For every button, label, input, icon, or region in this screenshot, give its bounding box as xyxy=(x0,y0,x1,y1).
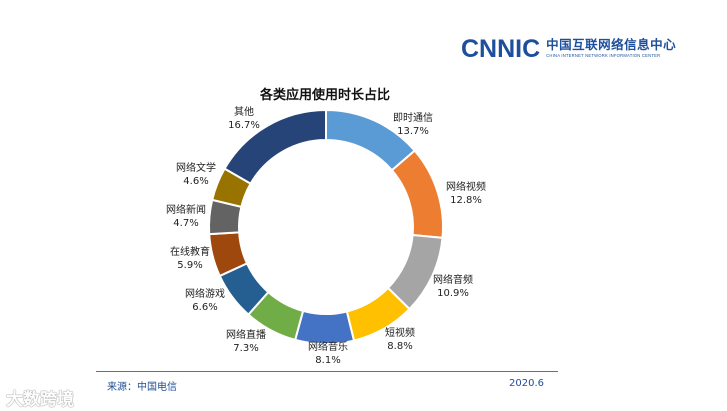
slice-label-10: 网络文学 xyxy=(176,161,216,174)
slice-value-7: 6.6% xyxy=(192,302,217,313)
slice-label-6: 网络直播 xyxy=(226,328,266,341)
logo-name-cn: 中国互联网络信息中心 xyxy=(546,37,677,52)
cnnic-logo: CNNIC 中国互联网络信息中心 CHINA INTERNET NETWORK … xyxy=(461,36,676,62)
slice-value-5: 8.1% xyxy=(315,355,340,366)
watermark: 大数跨境 xyxy=(6,390,74,410)
slice-value-6: 7.3% xyxy=(233,343,258,354)
slice-value-2: 12.8% xyxy=(450,195,482,206)
slice-2 xyxy=(390,149,444,239)
slice-label-2: 网络视频 xyxy=(446,180,486,193)
slice-label-5: 网络音乐 xyxy=(308,340,348,353)
slice-value-9: 4.7% xyxy=(173,218,198,229)
chart-title: 各类应用使用时长占比 xyxy=(259,87,390,103)
slice-label-8: 在线教育 xyxy=(170,245,210,258)
source-note: 来源：中国电信 xyxy=(107,382,177,393)
slice-label-4: 短视频 xyxy=(385,326,415,339)
slice-value-1: 13.7% xyxy=(397,126,429,137)
slice-value-8: 5.9% xyxy=(177,260,202,271)
slice-label-7: 网络游戏 xyxy=(185,287,225,300)
slice-value-3: 10.9% xyxy=(437,288,469,299)
logo-mark: CNNIC xyxy=(461,35,541,63)
slice-label-9: 网络新闻 xyxy=(166,203,206,216)
slice-label-3: 网络音频 xyxy=(433,273,473,286)
slice-label-11: 其他 xyxy=(234,105,254,118)
slice-value-10: 4.6% xyxy=(183,176,208,187)
slice-value-4: 8.8% xyxy=(387,341,412,352)
slice-11 xyxy=(223,108,327,185)
slice-value-11: 16.7% xyxy=(228,120,260,131)
date-note: 2020.6 xyxy=(509,378,544,389)
slice-5 xyxy=(293,309,356,345)
slice-label-1: 即时通信 xyxy=(393,112,433,124)
logo-name-en: CHINA INTERNET NETWORK INFORMATION CENTE… xyxy=(546,53,661,58)
footer-divider xyxy=(96,371,558,372)
